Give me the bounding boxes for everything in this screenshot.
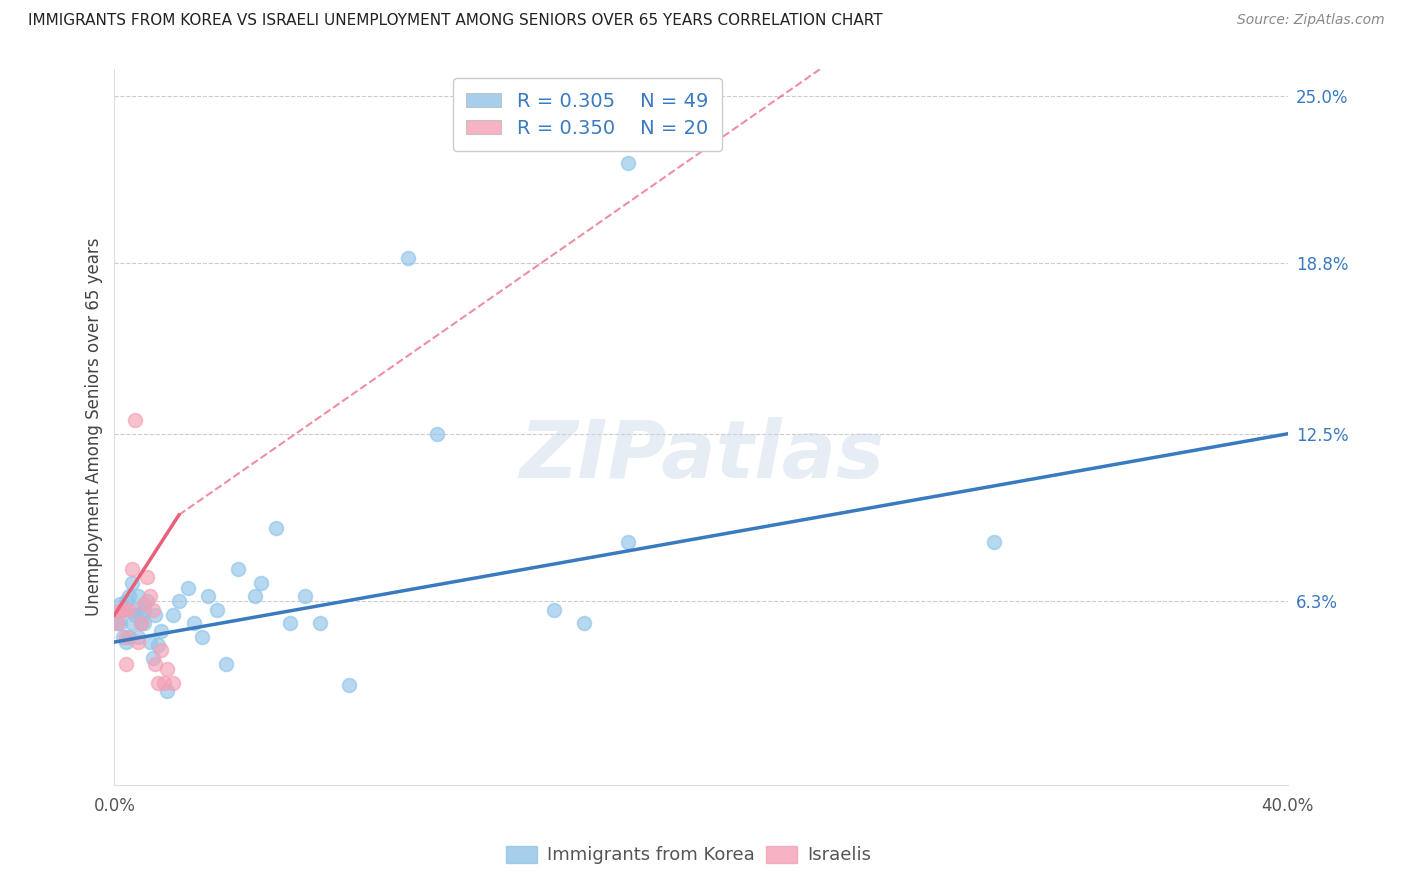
Point (121, 616, 143, 631)
Point (337, 678, 360, 692)
Point (127, 589, 149, 603)
Point (118, 630, 141, 644)
Point (250, 575, 273, 590)
Point (115, 657, 138, 671)
Point (112, 602, 135, 616)
Point (110, 602, 132, 616)
Point (105, 616, 128, 631)
Point (264, 521, 287, 535)
Text: Israelis: Israelis (807, 846, 872, 863)
Point (205, 602, 228, 616)
Point (543, 602, 565, 616)
Point (127, 635, 149, 649)
Point (150, 643, 173, 657)
Text: Immigrants from Korea: Immigrants from Korea (547, 846, 755, 863)
Point (572, 616, 595, 631)
Point (132, 597, 155, 611)
Point (150, 624, 173, 639)
Point (112, 602, 135, 616)
Point (156, 683, 179, 698)
Point (124, 607, 146, 622)
Point (148, 638, 170, 652)
Point (153, 675, 176, 690)
Point (135, 594, 157, 608)
Point (280, 616, 302, 631)
Point (110, 616, 132, 631)
Point (145, 657, 167, 671)
Point (245, 589, 267, 603)
Point (426, 426, 449, 441)
Point (118, 602, 141, 616)
Y-axis label: Unemployment Among Seniors over 65 years: Unemployment Among Seniors over 65 years (86, 238, 103, 616)
Point (124, 602, 146, 616)
Text: ZIPatlas: ZIPatlas (519, 417, 883, 495)
Point (396, 251, 419, 265)
Point (129, 607, 152, 622)
Text: IMMIGRANTS FROM KOREA VS ISRAELI UNEMPLOYMENT AMONG SENIORS OVER 65 YEARS CORREL: IMMIGRANTS FROM KOREA VS ISRAELI UNEMPLO… (28, 13, 883, 29)
Point (148, 675, 170, 690)
Point (162, 675, 184, 690)
Legend: R = 0.305    N = 49, R = 0.350    N = 20: R = 0.305 N = 49, R = 0.350 N = 20 (453, 78, 721, 152)
Point (197, 589, 219, 603)
Point (129, 616, 152, 631)
Point (226, 562, 249, 576)
Point (617, 535, 640, 549)
Point (162, 607, 184, 622)
Point (141, 602, 163, 616)
Point (177, 581, 200, 595)
Point (129, 616, 152, 631)
Point (121, 562, 143, 576)
Point (215, 657, 238, 671)
Point (132, 602, 155, 616)
Point (115, 635, 138, 649)
Point (105, 616, 128, 631)
Point (138, 589, 160, 603)
Point (121, 575, 143, 590)
Point (115, 630, 138, 644)
Point (138, 635, 160, 649)
Point (156, 662, 179, 676)
Point (135, 570, 157, 584)
Point (308, 616, 330, 631)
Point (191, 630, 214, 644)
Point (183, 616, 205, 631)
Point (141, 651, 163, 665)
Point (112, 630, 135, 644)
Point (124, 413, 146, 427)
Point (110, 597, 132, 611)
Point (617, 156, 640, 170)
Point (983, 535, 1005, 549)
Point (294, 589, 316, 603)
Point (115, 594, 138, 608)
Point (127, 630, 149, 644)
Point (145, 607, 167, 622)
Point (167, 594, 190, 608)
Point (118, 589, 141, 603)
Point (132, 616, 155, 631)
Text: Source: ZipAtlas.com: Source: ZipAtlas.com (1237, 13, 1385, 28)
